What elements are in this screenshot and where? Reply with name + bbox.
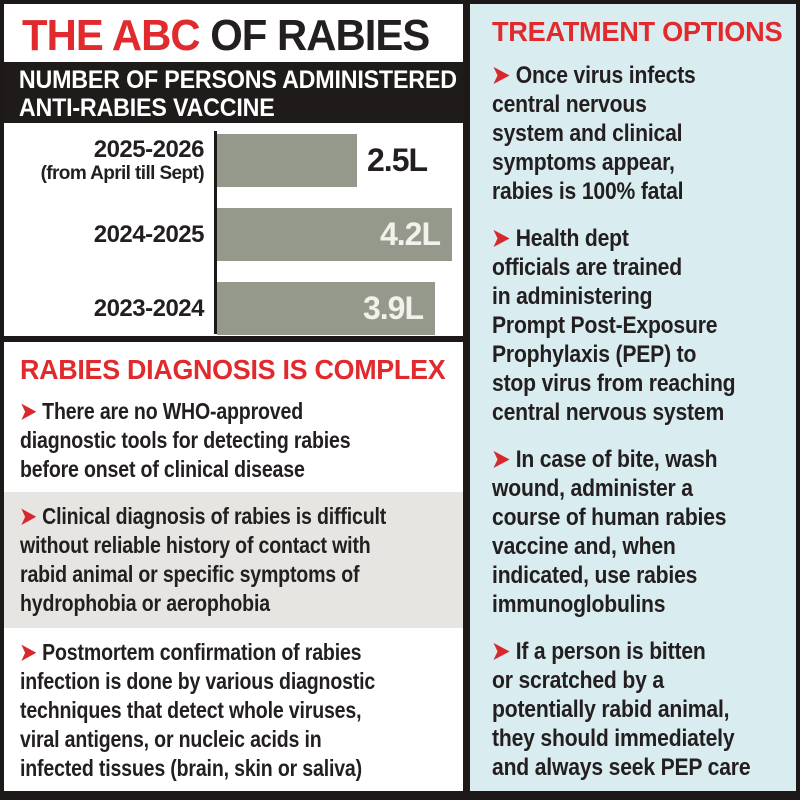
bullet-arrow-icon: ➤ [492, 225, 510, 252]
frame-border-right [796, 0, 800, 800]
bullet-text: If a person is bitten or scratched by a … [492, 638, 751, 781]
chart-row-2023-2024: 2023-2024 3.9L [4, 282, 463, 335]
diagnosis-bullet-1: ➤ There are no WHO-approved diagnostic to… [20, 397, 462, 484]
chart-title-banner-text: NUMBER OF PERSONS ADMINISTERED ANTI-RABI… [4, 62, 457, 122]
bar-wrap: 4.2L [217, 208, 452, 261]
bar-wrap: 3.9L [217, 282, 435, 335]
treatment-bullet-1: ➤ Once virus infects central nervous syst… [492, 61, 791, 206]
category-year: 2024-2025 [93, 220, 205, 248]
banner-line-1: NUMBER OF PERSONS ADMINISTERED [18, 66, 457, 94]
category-label: 2023-2024 [4, 282, 205, 335]
frame-border-top [0, 0, 800, 4]
chart-axis [214, 131, 217, 334]
category-label: 2024-2025 [4, 208, 205, 261]
left-panel: THE ABC OF RABIES NUMBER OF PERSONS ADMI… [4, 4, 463, 791]
bullet-text: Clinical diagnosis of rabies is difficul… [20, 503, 387, 616]
section-divider [4, 336, 463, 342]
page-title: THE ABC OF RABIES [22, 11, 430, 60]
diagnosis-bullet-3: ➤ Postmortem confirmation of rabies infec… [20, 638, 462, 783]
page-title-highlight: THE ABC [22, 11, 201, 60]
diagnosis-bullet-2: ➤ Clinical diagnosis of rabies is difficu… [20, 502, 462, 618]
category-label: 2025-2026 (from April till Sept) [4, 134, 205, 187]
chart-row-2024-2025: 2024-2025 4.2L [4, 208, 463, 261]
bullet-arrow-icon: ➤ [492, 446, 510, 473]
chart-row-2025-2026: 2025-2026 (from April till Sept) 2.5L [4, 134, 463, 187]
bullet-text: Once virus infects central nervous syste… [492, 62, 696, 205]
chart-title-banner: NUMBER OF PERSONS ADMINISTERED ANTI-RABI… [4, 62, 463, 123]
bullet-arrow-icon: ➤ [492, 62, 510, 89]
bullet-arrow-icon: ➤ [20, 398, 37, 424]
banner-line-2: ANTI-RABIES VACCINE [18, 94, 275, 122]
category-note: (from April till Sept) [40, 162, 205, 184]
bullet-arrow-icon: ➤ [492, 638, 510, 665]
treatment-bullet-2: ➤ Health dept officials are trained in ad… [492, 224, 791, 427]
treatment-bullet-3: ➤ In case of bite, wash wound, administer… [492, 445, 791, 619]
category-year: 2023-2024 [93, 294, 205, 322]
bar-2023-2024: 3.9L [217, 282, 435, 335]
treatment-heading: TREATMENT OPTIONS [492, 16, 783, 47]
diagnosis-highlight-block: ➤ Clinical diagnosis of rabies is difficu… [4, 492, 463, 628]
bullet-text: Health dept officials are trained in adm… [492, 225, 736, 426]
bullet-text: There are no WHO-approved diagnostic too… [20, 398, 351, 482]
page-title-rest: OF RABIES [199, 11, 430, 60]
bullet-arrow-icon: ➤ [20, 503, 37, 529]
column-divider [463, 0, 470, 800]
bar-2024-2025: 4.2L [217, 208, 452, 261]
vaccine-bar-chart: 2025-2026 (from April till Sept) 2.5L 20… [4, 123, 463, 336]
frame-border-left [0, 0, 4, 800]
diagnosis-section: RABIES DIAGNOSIS IS COMPLEX ➤ There are n… [4, 342, 463, 791]
treatment-panel: TREATMENT OPTIONS ➤ Once virus infects ce… [470, 4, 796, 791]
category-year: 2025-2026 [93, 135, 205, 163]
bar-value-label: 2.5L [367, 142, 428, 178]
bar-wrap: 2.5L [217, 134, 428, 187]
bar-value-label: 4.2L [379, 216, 441, 252]
bar-2025-2026 [217, 134, 357, 187]
bar-value-label: 3.9L [362, 290, 424, 326]
frame-border-bottom [0, 791, 800, 800]
bullet-arrow-icon: ➤ [20, 639, 37, 665]
bullet-text: Postmortem confirmation of rabies infect… [20, 639, 376, 781]
diagnosis-heading: RABIES DIAGNOSIS IS COMPLEX [20, 354, 446, 385]
bullet-text: In case of bite, wash wound, administer … [492, 446, 727, 618]
treatment-bullet-4: ➤ If a person is bitten or scratched by a… [492, 637, 791, 782]
